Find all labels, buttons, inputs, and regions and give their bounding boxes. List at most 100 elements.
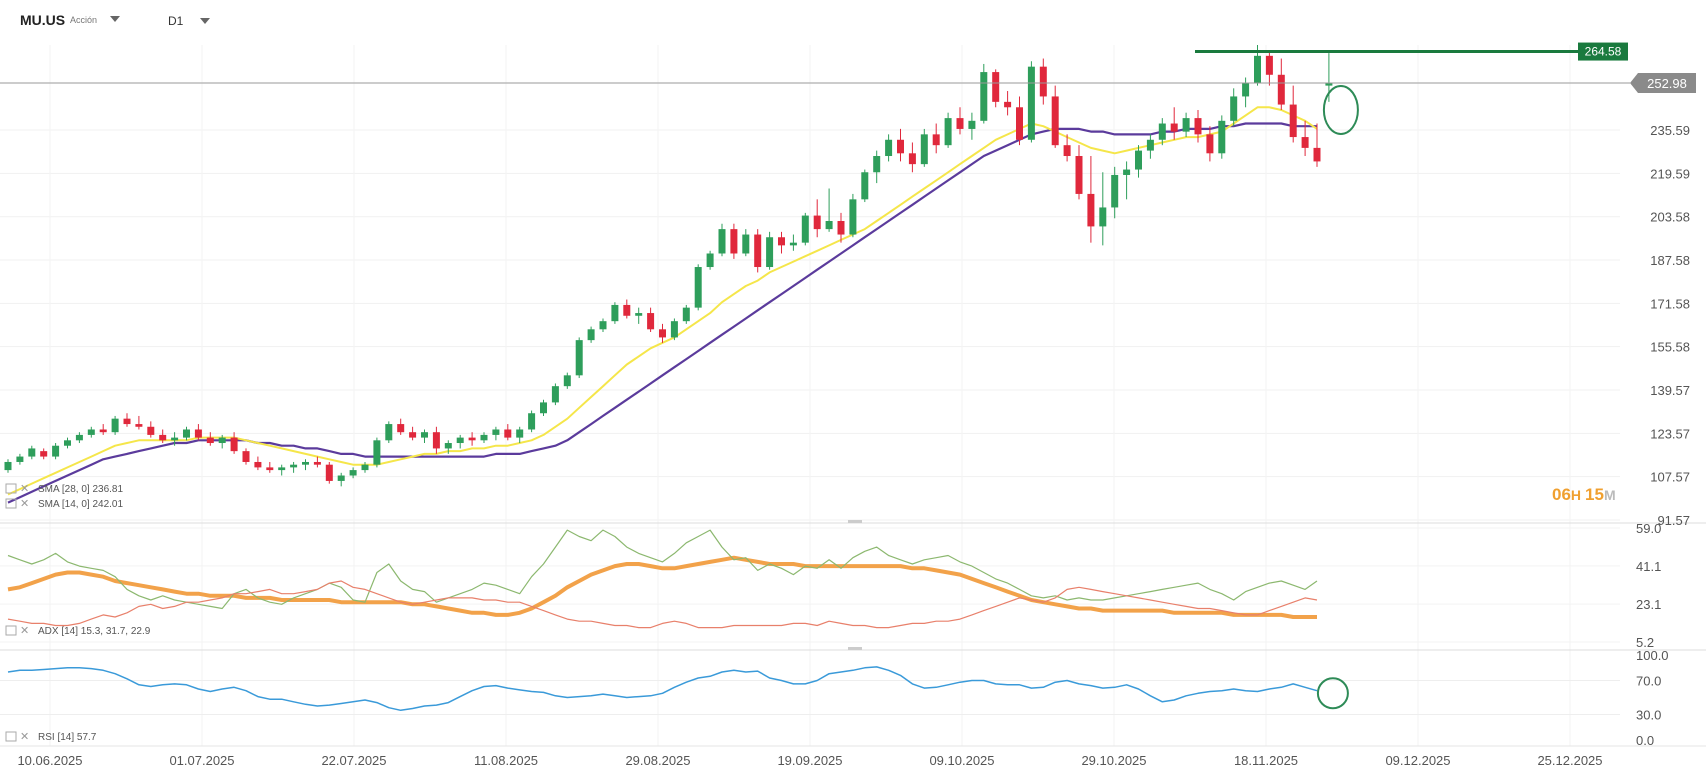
bull-candle [1099, 172, 1107, 246]
x-tick-label: 19.09.2025 [777, 753, 842, 768]
bull-candle [171, 432, 179, 446]
timeframe-chevron-down-icon[interactable] [200, 18, 210, 24]
bull-candle [337, 472, 345, 487]
candle-body [706, 253, 714, 268]
candle-body [742, 234, 750, 254]
bull-candle [980, 63, 988, 124]
candle-body [290, 464, 298, 468]
bull-candle [349, 467, 357, 479]
bear-candle [1194, 109, 1202, 143]
bull-candle [1111, 166, 1119, 219]
candle-body [1004, 101, 1012, 108]
y-tick-label: 187.58 [1650, 253, 1690, 268]
countdown-minutes: 15 [1585, 485, 1604, 504]
x-tick-label: 25.12.2025 [1537, 753, 1602, 768]
candle-body [551, 386, 559, 403]
bull-candle [742, 229, 750, 257]
bull-candle [1158, 118, 1166, 146]
candle-body [1242, 82, 1250, 97]
candle-body [397, 424, 405, 433]
x-axis: 10.06.2025 01.07.2025 22.07.2025 11.08.2025… [17, 753, 1602, 768]
bear-candle [1170, 107, 1178, 140]
bull-candle [528, 410, 536, 433]
bull-candle [28, 445, 36, 460]
candle-body [1087, 193, 1095, 227]
grid-lines [0, 45, 1620, 746]
symbol-dropdown-chevron-down-icon[interactable] [110, 16, 120, 22]
bull-candle [492, 426, 500, 441]
current-price-badge [1630, 72, 1696, 93]
close-icon: ✕ [20, 625, 29, 637]
candle-body [968, 120, 976, 129]
candle-body [980, 72, 988, 121]
candle-body [1099, 207, 1107, 227]
candle-body [825, 220, 833, 230]
candle-body [1182, 118, 1190, 132]
bull-candle [75, 432, 83, 444]
candle-body [1135, 150, 1142, 170]
candle-body [278, 467, 286, 471]
bear-candle [40, 448, 48, 460]
bear-candle [254, 456, 262, 471]
candle-body [230, 437, 238, 452]
timeframe-selector[interactable]: D1 [168, 14, 184, 28]
y-tick-label: 203.58 [1650, 210, 1690, 225]
bear-candle [230, 432, 238, 454]
candle-body [849, 199, 857, 235]
bear-candle [932, 123, 940, 154]
bull-candle [4, 459, 12, 473]
candle-body [456, 437, 464, 444]
x-tick-label: 09.10.2025 [929, 753, 994, 768]
rsi-y-tick-label: 30.0 [1636, 708, 1661, 723]
rsi-y-tick-label: 0.0 [1636, 733, 1654, 748]
bull-candle [1123, 161, 1131, 200]
sma28-legend: SMA [28, 0] 236.81 [38, 484, 123, 495]
close-icon: ✕ [20, 498, 29, 510]
candle-body [682, 307, 690, 322]
candle-body [313, 461, 321, 465]
candle-body [99, 429, 107, 433]
candle-body [1123, 169, 1131, 175]
candle-body [1194, 118, 1202, 135]
bull-candle [385, 421, 393, 444]
y-axis-price: 91.57 107.57 123.57 139.57 155.58 171.58 187.5… [1650, 123, 1690, 528]
bear-candle [623, 299, 631, 319]
bull-candle [1135, 145, 1142, 178]
candle-body [4, 461, 12, 471]
y-tick-label: 155.58 [1650, 340, 1690, 355]
bear-candle [504, 424, 512, 441]
candle-body [730, 229, 738, 254]
bull-candle [302, 459, 309, 471]
bull-candle [111, 415, 119, 435]
candle-body [147, 426, 155, 435]
candle-body [754, 234, 762, 268]
highlight-circle-price [1322, 84, 1359, 135]
x-tick-label: 29.08.2025 [625, 753, 690, 768]
candle-body [789, 242, 797, 246]
candle-body [540, 402, 547, 414]
visibility-icon [5, 625, 17, 636]
candles [4, 45, 1333, 487]
bear-candle [1075, 145, 1083, 200]
y-tick-label: 219.59 [1650, 166, 1690, 181]
candle-body [361, 464, 369, 471]
bull-candle [694, 264, 702, 311]
rsi-pane: 0.0 30.0 70.0 100.0 [0, 648, 1669, 748]
bear-candle [397, 418, 405, 435]
bull-candle [1242, 77, 1250, 108]
candle-body [778, 237, 785, 246]
candle-body [1206, 134, 1214, 154]
bear-candle [647, 307, 655, 333]
candle-body [421, 432, 428, 438]
sma14-legend: SMA [14, 0] 242.01 [38, 499, 123, 510]
bear-candle [147, 421, 155, 438]
candle-body [218, 437, 226, 444]
candle-body [897, 139, 904, 154]
bear-candle [1289, 85, 1297, 143]
x-tick-label: 09.12.2025 [1385, 753, 1450, 768]
bull-candle [611, 302, 619, 324]
bull-candle [885, 134, 893, 162]
candle-body [123, 418, 131, 425]
candle-body [1016, 107, 1023, 140]
